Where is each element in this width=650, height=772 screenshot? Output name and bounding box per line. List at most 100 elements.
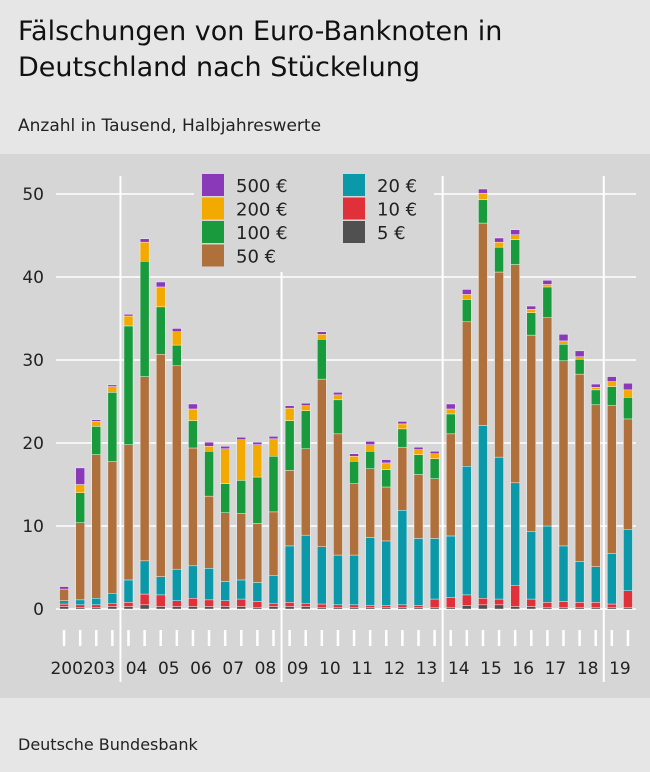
bar-segment-10 [413,605,424,608]
bar-segment-5 [494,604,504,610]
bar-segment-20 [429,538,440,600]
bar-segment-20 [284,545,295,603]
bar-segment-50 [75,522,85,601]
bar-segment-100 [429,458,440,479]
bar-segment-100 [381,469,391,488]
bar-segment-20 [446,535,456,598]
bar-segment-200 [558,340,569,345]
bar-segment-50 [252,523,263,583]
bar-segment-100 [91,426,101,455]
y-axis: 0 10 20 30 40 50 [22,185,44,620]
bar-segment-50 [558,360,569,547]
bar-segment-200 [301,405,311,411]
bar-segment-10 [123,602,134,607]
bar-segment-100 [107,392,118,462]
x-tick-label: 10 [319,659,341,679]
bar-segment-5 [123,606,134,610]
bar-segment-500 [494,237,504,243]
bar-segment-5 [462,605,472,610]
bar-segment-100 [123,325,134,445]
bar-segment-10 [526,598,536,607]
bar-segment-10 [397,604,408,608]
bar-segment-5 [429,607,440,610]
bar-segment-100 [591,389,601,406]
bar-segment-10 [107,602,118,607]
x-tick-label: 15 [480,659,502,679]
legend-swatch-50 [202,244,224,267]
bar-segment-100 [607,386,617,406]
bar-segment-100 [349,461,359,484]
bar-segment-20 [75,599,85,606]
bar-segment-5 [156,606,166,610]
bar-segment-5 [623,607,633,610]
bar-segment-100 [220,483,230,513]
bar-segment-100 [139,261,150,377]
x-tick-label: 17 [545,659,567,679]
bar-segment-20 [188,565,198,599]
bar-segment-20 [107,593,118,604]
bar-segment-100 [172,344,182,367]
bar-segment-20 [381,540,391,606]
bar-segment-10 [317,603,327,608]
bar-segment-500 [510,229,520,235]
legend-swatch-10 [343,197,365,220]
bars [59,188,633,610]
bar-segment-50 [349,483,359,556]
bar-segment-500 [268,436,279,440]
bar-segment-100 [526,312,536,336]
bar-segment-5 [365,607,375,610]
bar-segment-200 [510,234,520,240]
bar-segment-500 [349,453,359,457]
bar-segment-5 [188,606,198,610]
bar-segment-200 [542,284,553,288]
bar-segment-500 [607,376,617,382]
x-tick-label: 07 [222,659,244,679]
bar-segment-20 [236,579,246,600]
x-tick-label: 12 [384,659,406,679]
bar-segment-10 [236,598,246,607]
bar-segment-200 [349,456,359,462]
bar-segment-100 [188,420,198,449]
legend-swatch-20 [343,174,365,196]
bar-segment-50 [123,444,134,581]
bar-segment-200 [188,408,198,421]
bar-segment-100 [542,286,553,318]
bar-segment-20 [252,582,263,602]
bar-segment-500 [123,314,134,317]
bar-segment-500 [91,419,101,422]
bar-segment-200 [607,381,617,387]
bar-segment-200 [526,309,536,313]
bar-segment-10 [252,601,263,608]
bar-segment-20 [59,600,69,605]
x-tick-label: 08 [255,659,277,679]
bar-segment-50 [365,468,375,538]
bar-segment-5 [139,604,150,610]
bar-segment-5 [591,607,601,610]
bar-segment-500 [333,392,343,396]
bar-segment-50 [317,378,327,547]
bar-segment-10 [268,602,279,607]
bar-segment-50 [413,474,424,539]
bar-segment-20 [526,531,536,600]
bar-segment-20 [510,482,520,586]
bar-segment-5 [574,607,585,610]
bar-segment-500 [542,280,553,285]
bar-segment-50 [591,404,601,567]
y-tick-label: 50 [22,185,44,205]
bar-segment-10 [188,598,198,607]
bar-segment-200 [574,356,585,360]
source-note: Deutsche Bundesbank [18,735,198,754]
bar-segment-5 [510,606,520,610]
bar-segment-20 [494,456,504,600]
bar-segment-50 [462,321,472,467]
x-axis: 2002 03 04 05 06 07 08 09 10 11 12 13 14 15 16 17 18 19 [50,630,631,679]
bar-segment-20 [156,576,166,596]
bar-segment-100 [156,306,166,355]
x-tick-label: 06 [190,659,212,679]
bar-segment-100 [317,339,327,380]
bar-segment-50 [156,353,166,577]
bar-segment-20 [139,560,150,595]
bar-segment-500 [301,402,311,406]
bar-segment-50 [188,447,198,567]
bar-segment-20 [220,581,230,601]
